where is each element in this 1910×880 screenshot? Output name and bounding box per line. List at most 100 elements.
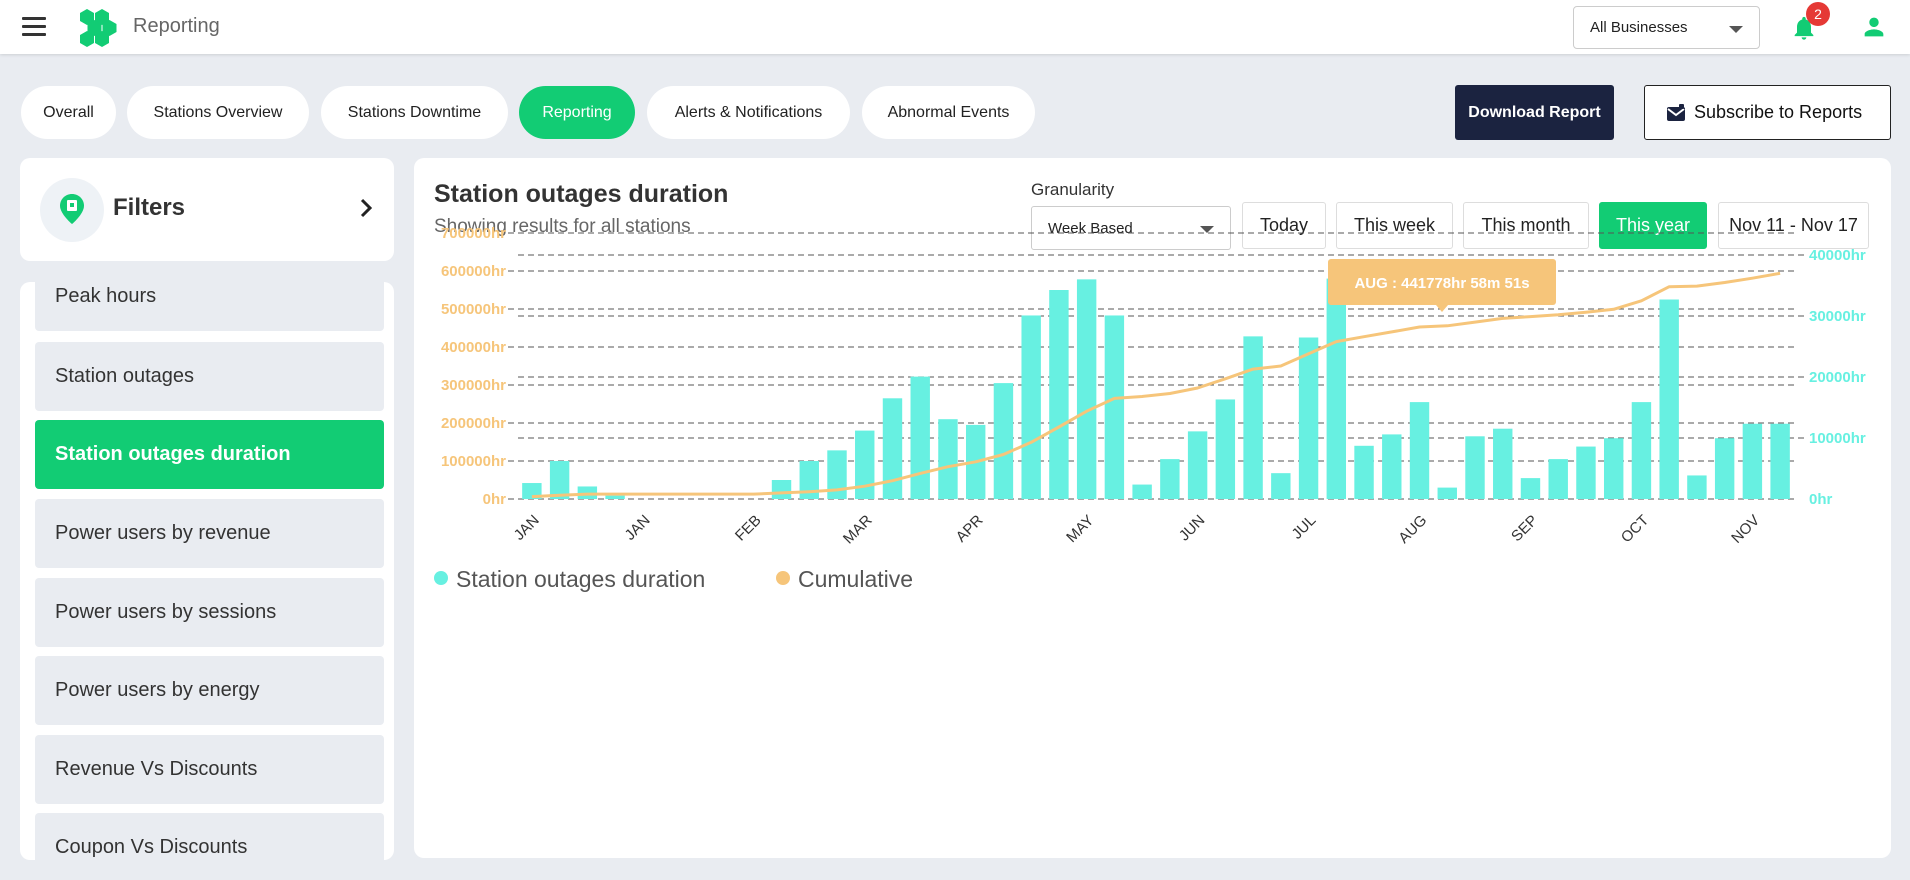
- bar: [1326, 278, 1347, 499]
- mail-icon: [1667, 104, 1685, 121]
- report-item-station-outages[interactable]: Station outages: [35, 342, 384, 411]
- x-tick-label: MAR: [840, 512, 876, 548]
- bar: [771, 480, 792, 499]
- bar: [1132, 484, 1152, 499]
- bar: [1076, 279, 1097, 499]
- report-item-revenue-vs-discounts[interactable]: Revenue Vs Discounts: [35, 735, 384, 804]
- x-tick-label: SEP: [1508, 512, 1541, 545]
- y-right-tick-label: 30000hr: [1809, 308, 1866, 325]
- subscribe-reports-label: Subscribe to Reports: [1694, 102, 1863, 122]
- legend-dot-cumulative: [776, 571, 790, 585]
- tab-abnormal-events[interactable]: Abnormal Events: [862, 86, 1035, 139]
- report-list: Peak hours Station outages Station outag…: [20, 282, 394, 860]
- tab-alerts-notifications[interactable]: Alerts & Notifications: [647, 86, 850, 139]
- date-range-picker[interactable]: Nov 11 - Nov 17: [1718, 202, 1869, 249]
- report-item-peak-hours[interactable]: Peak hours: [35, 282, 384, 331]
- tab-reporting[interactable]: Reporting: [519, 86, 635, 139]
- range-this-month-button[interactable]: This month: [1463, 202, 1589, 249]
- bar: [1104, 315, 1125, 499]
- bar: [1631, 402, 1652, 499]
- bar: [882, 398, 903, 499]
- tooltip-text: AUG : 441778hr 58m 51s: [1354, 275, 1529, 292]
- download-report-button[interactable]: Download Report: [1455, 85, 1614, 140]
- x-tick-label: JUL: [1289, 512, 1320, 543]
- subscribe-reports-button[interactable]: Subscribe to Reports: [1644, 85, 1891, 140]
- bar: [1187, 431, 1208, 499]
- bar: [855, 430, 875, 499]
- chevron-down-icon: [1729, 26, 1743, 33]
- tab-stations-overview[interactable]: Stations Overview: [127, 86, 309, 139]
- granularity-label: Granularity: [1031, 180, 1115, 199]
- bar: [1271, 473, 1291, 499]
- chart-title: Station outages duration: [434, 180, 729, 208]
- tab-stations-downtime[interactable]: Stations Downtime: [321, 86, 508, 139]
- tab-overall[interactable]: Overall: [21, 86, 116, 139]
- filters-title: Filters: [113, 194, 186, 221]
- notification-badge: 2: [1806, 2, 1830, 26]
- bar: [549, 461, 570, 499]
- bar: [1354, 445, 1374, 499]
- chevron-right-icon: [360, 198, 372, 218]
- bar: [1021, 315, 1041, 499]
- logo-icon: [80, 9, 117, 47]
- y-left-tick-label: 400000hr: [441, 339, 506, 356]
- legend-item-duration[interactable]: Station outages duration: [434, 566, 705, 593]
- x-tick-label: JAN: [511, 512, 543, 544]
- y-right-tick-label: 20000hr: [1809, 369, 1866, 386]
- map-pin-icon: [40, 178, 104, 242]
- legend-label-cumulative: Cumulative: [798, 566, 914, 592]
- user-icon[interactable]: [1860, 13, 1888, 41]
- bar: [1548, 459, 1568, 499]
- legend-dot-duration: [434, 571, 448, 585]
- report-item-coupon-vs-discounts[interactable]: Coupon Vs Discounts: [35, 813, 384, 860]
- y-right-tick-label: 10000hr: [1809, 430, 1866, 447]
- range-this-year-button[interactable]: This year: [1599, 202, 1707, 249]
- business-select[interactable]: All Businesses: [1573, 6, 1760, 49]
- legend-label-duration: Station outages duration: [456, 566, 706, 592]
- report-item-power-users-sessions[interactable]: Power users by sessions: [35, 578, 384, 647]
- y-left-tick-label: 300000hr: [441, 377, 506, 394]
- chart-panel: Station outages duration Showing results…: [414, 158, 1891, 858]
- y-right-tick-label: 40000hr: [1809, 247, 1866, 264]
- chart-canvas: 0hr 100000hr 200000hr 300000hr 400000hr 50000…: [441, 225, 1866, 548]
- x-tick-label: MAY: [1063, 512, 1097, 546]
- y-left-tick-label: 500000hr: [441, 301, 506, 318]
- bar: [799, 461, 819, 499]
- app-title: Reporting: [133, 15, 220, 37]
- x-tick-label: JAN: [622, 512, 654, 544]
- bar: [1049, 290, 1069, 499]
- menu-icon[interactable]: [22, 17, 46, 37]
- bar: [1770, 423, 1790, 499]
- top-bar: Reporting All Businesses 2: [0, 0, 1910, 54]
- range-this-week-button[interactable]: This week: [1336, 202, 1453, 249]
- range-today-button[interactable]: Today: [1242, 202, 1326, 249]
- bar: [1714, 438, 1735, 499]
- bar: [1659, 299, 1679, 499]
- bar: [1493, 428, 1513, 499]
- bar: [1243, 336, 1263, 499]
- bar: [1520, 478, 1541, 499]
- x-tick-label: OCT: [1618, 512, 1652, 546]
- business-select-value: All Businesses: [1590, 19, 1688, 36]
- bar: [1603, 438, 1624, 499]
- bar: [993, 383, 1014, 499]
- bar: [1576, 446, 1596, 499]
- y-left-tick-label: 600000hr: [441, 263, 506, 280]
- x-tick-label: FEB: [732, 512, 765, 545]
- bar: [1160, 459, 1180, 499]
- tooltip-pointer: [1436, 305, 1448, 312]
- x-tick-label: AUG: [1395, 512, 1430, 547]
- report-item-station-outages-duration[interactable]: Station outages duration: [35, 420, 384, 489]
- report-item-power-users-revenue[interactable]: Power users by revenue: [35, 499, 384, 568]
- y-left-tick-label: 0hr: [483, 491, 507, 508]
- bar: [1409, 402, 1430, 499]
- legend-item-cumulative[interactable]: Cumulative: [776, 566, 913, 593]
- x-tick-label: APR: [953, 512, 987, 546]
- bar: [938, 419, 958, 499]
- report-item-power-users-energy[interactable]: Power users by energy: [35, 656, 384, 725]
- filters-card[interactable]: Filters: [20, 158, 394, 261]
- chevron-down-icon: [1200, 226, 1214, 233]
- y-left-tick-label: 200000hr: [441, 415, 506, 432]
- x-tick-label: NOV: [1728, 512, 1763, 547]
- y-left-tick-label: 700000hr: [441, 225, 506, 242]
